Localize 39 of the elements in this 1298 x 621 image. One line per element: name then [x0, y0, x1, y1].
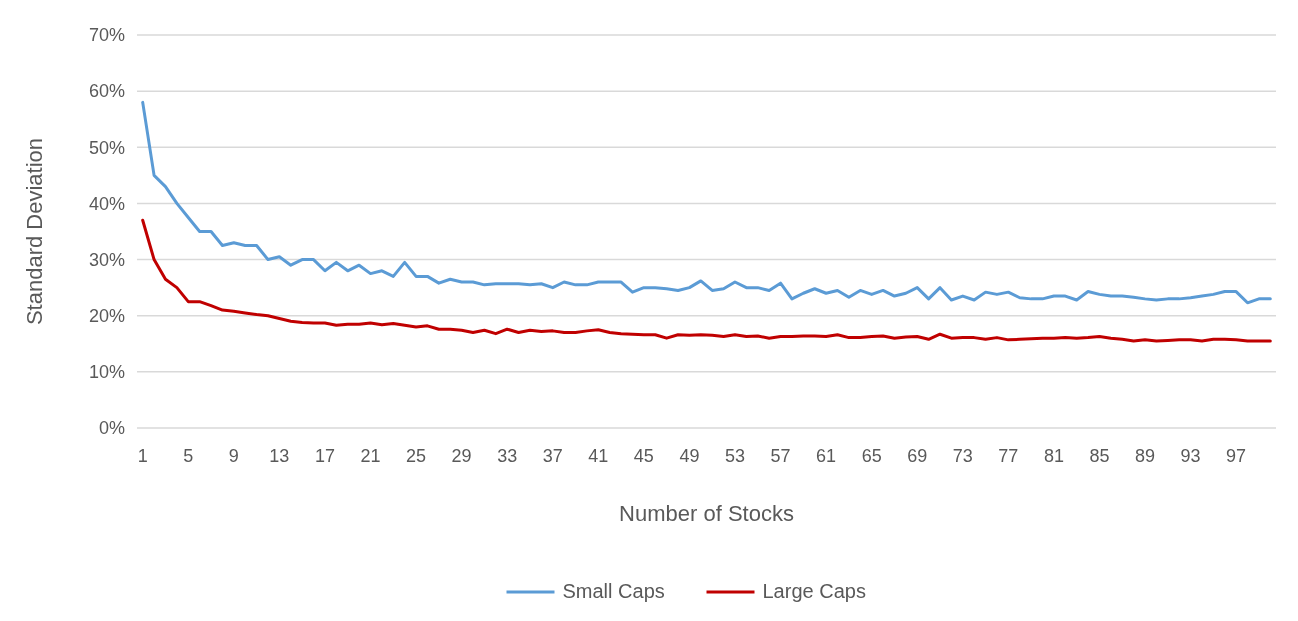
x-tick-label: 49: [679, 446, 700, 466]
line-series: [141, 100, 1272, 305]
x-tick-label: 53: [724, 446, 745, 466]
x-tick-label: 89: [1135, 446, 1156, 466]
x-tick-label: 77: [998, 446, 1019, 466]
x-tick-label: 73: [952, 446, 973, 466]
x-tick-label: 5: [183, 446, 194, 466]
x-tick-label: 1: [137, 446, 148, 466]
x-tick-label: 45: [633, 446, 654, 466]
x-tick-label: 9: [228, 446, 239, 466]
line-series: [141, 218, 1272, 343]
y-tick-label: 70%: [88, 25, 125, 46]
y-tick-label: 50%: [88, 137, 125, 158]
x-tick-label: 57: [770, 446, 791, 466]
x-tick-label: 33: [497, 446, 518, 466]
legend-label: Small Caps: [562, 580, 665, 602]
x-tick-label: 21: [360, 446, 381, 466]
y-tick-label: 10%: [88, 362, 125, 383]
y-tick-label: 40%: [88, 193, 125, 214]
legend-label: Large Caps: [762, 580, 866, 602]
y-axis-title: Standard Deviation: [22, 137, 47, 326]
x-tick-label: 41: [588, 446, 609, 466]
x-tick-label: 17: [314, 446, 335, 466]
x-tick-label: 85: [1089, 446, 1110, 466]
y-tick-label: 60%: [88, 81, 125, 102]
x-tick-label: 81: [1043, 446, 1064, 466]
x-tick-label: 13: [269, 446, 290, 466]
x-tick-label: 93: [1180, 446, 1201, 466]
x-tick-label: 37: [542, 446, 563, 466]
x-tick-label: 25: [406, 446, 427, 466]
x-tick-label: 69: [907, 446, 928, 466]
y-tick-label: 0%: [98, 418, 125, 439]
y-tick-label: 30%: [88, 249, 125, 270]
y-tick-label: 20%: [88, 306, 125, 327]
x-tick-label: 61: [816, 446, 837, 466]
x-tick-label: 65: [861, 446, 882, 466]
x-tick-label: 97: [1226, 446, 1247, 466]
x-axis-title: Number of Stocks: [619, 501, 794, 526]
x-tick-label: 29: [451, 446, 472, 466]
